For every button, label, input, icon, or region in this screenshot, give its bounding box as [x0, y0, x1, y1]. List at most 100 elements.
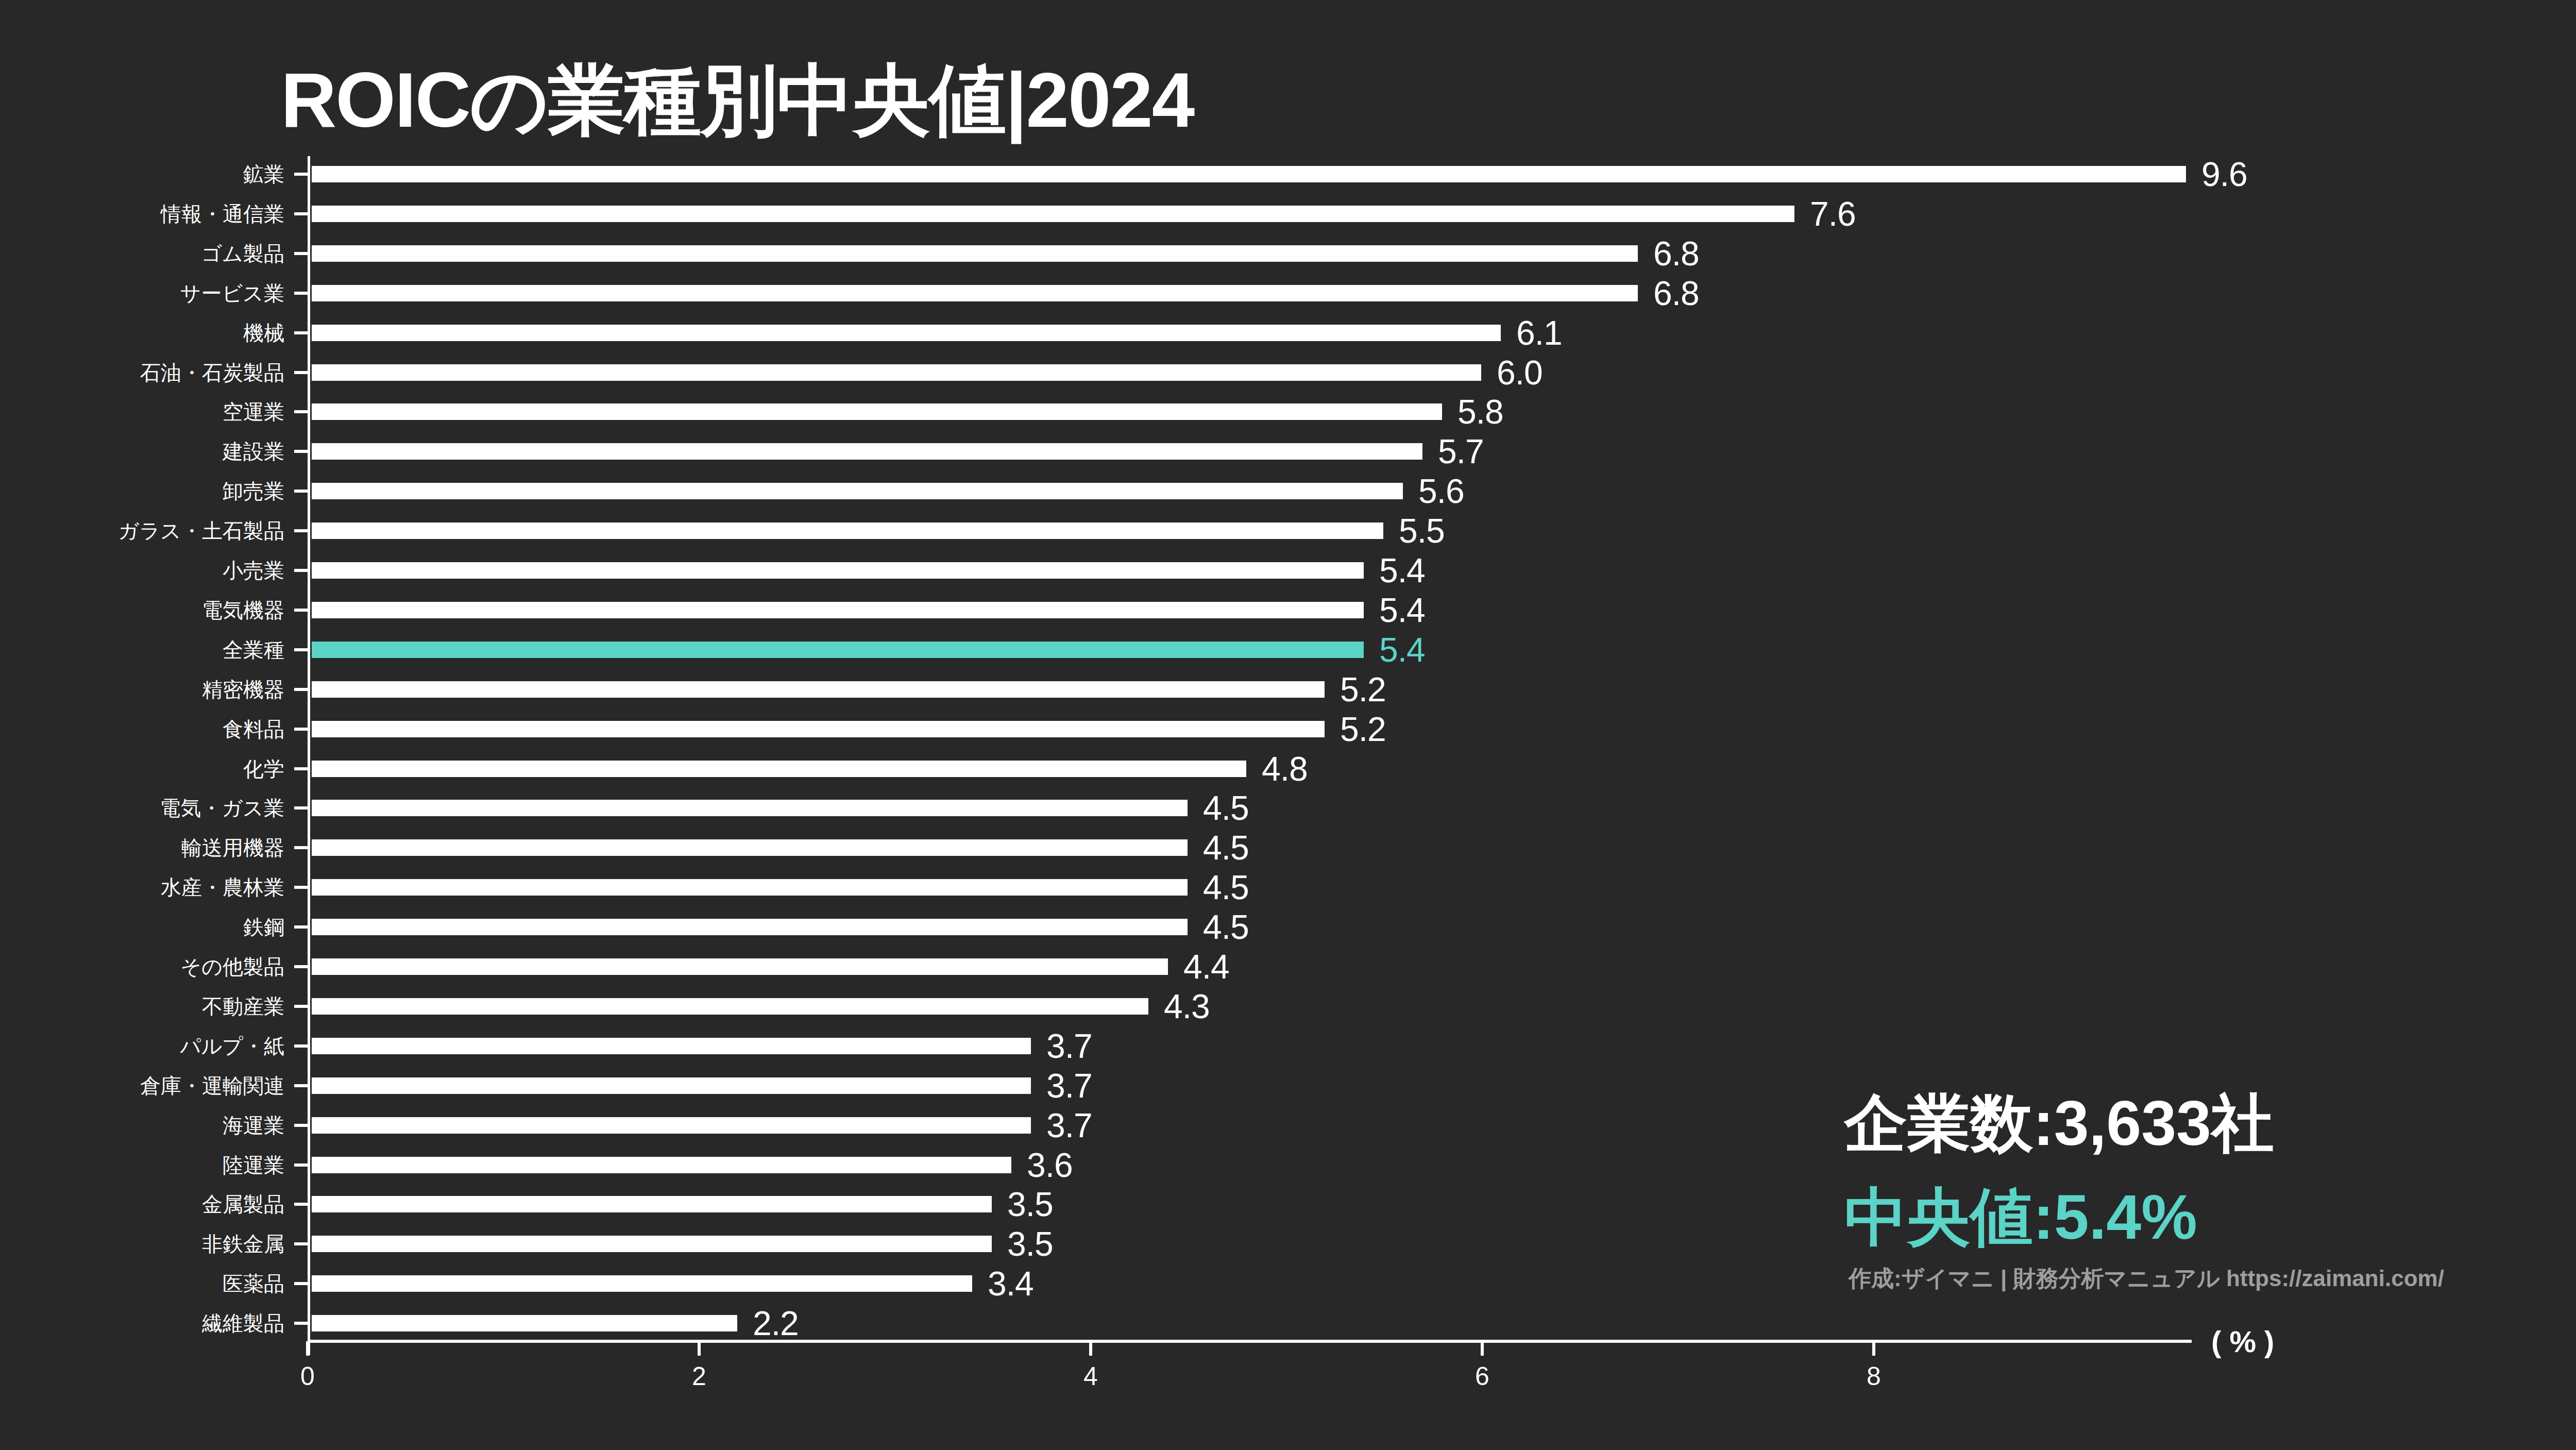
- value-label: 6.8: [1653, 276, 1699, 310]
- bar: [312, 522, 1383, 539]
- bar-highlight: [312, 642, 1364, 658]
- category-label: 繊維製品: [202, 1309, 284, 1338]
- category-label: 建設業: [223, 437, 284, 466]
- value-label: 4.5: [1203, 791, 1249, 825]
- y-axis-tick: [294, 1044, 308, 1048]
- value-label: 6.0: [1497, 356, 1543, 390]
- category-label: 情報・通信業: [161, 199, 284, 228]
- y-axis-tick: [294, 767, 308, 770]
- x-axis-tick: [1089, 1341, 1092, 1356]
- y-axis-tick: [294, 925, 308, 929]
- value-label: 4.5: [1203, 910, 1249, 944]
- y-axis-tick: [294, 846, 308, 849]
- y-axis-line: [308, 156, 310, 1355]
- y-axis-tick: [294, 1084, 308, 1087]
- value-label: 4.4: [1183, 950, 1229, 984]
- value-label: 3.7: [1046, 1029, 1092, 1063]
- category-label: 化学: [243, 754, 284, 783]
- y-axis-tick: [294, 965, 308, 968]
- bar: [312, 1196, 992, 1212]
- value-label: 4.5: [1203, 831, 1249, 865]
- bar: [312, 1157, 1011, 1173]
- category-label: 輸送用機器: [181, 833, 284, 862]
- credit-attribution: 作成:ザイマニ | 財務分析マニュアル https://zaimani.com/: [1849, 1263, 2444, 1294]
- bar: [312, 998, 1148, 1015]
- y-axis-tick: [294, 1242, 308, 1245]
- bar: [312, 919, 1188, 935]
- y-axis-tick: [294, 886, 308, 889]
- y-axis-tick: [294, 529, 308, 532]
- value-label: 3.5: [1007, 1187, 1053, 1221]
- category-label: 金属製品: [202, 1190, 284, 1219]
- x-axis-tick: [1481, 1341, 1484, 1356]
- y-axis-tick: [294, 252, 308, 255]
- y-axis-tick: [294, 371, 308, 374]
- bar: [312, 206, 1794, 222]
- category-label: 電気・ガス業: [160, 794, 284, 822]
- x-axis-tick: [1872, 1341, 1875, 1356]
- category-label: 空運業: [223, 397, 284, 426]
- y-axis-tick: [294, 1203, 308, 1206]
- value-label: 7.6: [1810, 197, 1856, 231]
- value-label: 5.6: [1418, 474, 1464, 508]
- y-axis-tick: [294, 1282, 308, 1285]
- value-label: 5.4: [1379, 633, 1425, 667]
- bar: [312, 800, 1188, 816]
- bar: [312, 958, 1168, 975]
- y-axis-tick: [294, 450, 308, 453]
- bar: [312, 1038, 1031, 1054]
- y-axis-tick: [294, 609, 308, 612]
- value-label: 6.8: [1653, 237, 1699, 271]
- category-label: 電気機器: [202, 596, 284, 625]
- bar: [312, 443, 1422, 460]
- value-label: 5.4: [1379, 553, 1425, 587]
- bar: [312, 285, 1638, 301]
- x-axis-tick-label: 8: [1843, 1361, 1905, 1391]
- value-label: 4.5: [1203, 870, 1249, 904]
- category-label: 鉱業: [243, 160, 284, 189]
- bar: [312, 245, 1638, 262]
- bar: [312, 364, 1481, 381]
- x-axis-tick: [698, 1341, 701, 1356]
- category-label: 全業種: [223, 635, 284, 664]
- bar: [312, 1315, 737, 1331]
- value-label: 3.6: [1027, 1148, 1073, 1182]
- category-label: 不動産業: [202, 992, 284, 1021]
- category-label: サービス業: [180, 279, 284, 308]
- category-label: 食料品: [223, 715, 284, 744]
- bar: [312, 325, 1501, 341]
- category-label: 海運業: [223, 1111, 284, 1140]
- category-label: その他製品: [180, 952, 284, 981]
- category-label: 水産・農林業: [161, 873, 284, 902]
- bar: [312, 879, 1188, 896]
- bar: [312, 403, 1442, 420]
- category-label: 鉄鋼: [243, 913, 284, 941]
- bar: [312, 1117, 1031, 1134]
- y-axis-tick: [294, 212, 308, 215]
- value-label: 9.6: [2201, 157, 2247, 191]
- stats-company-count: 企業数:3,633社: [1844, 1082, 2274, 1167]
- value-label: 5.2: [1340, 712, 1386, 746]
- value-label: 5.7: [1438, 434, 1484, 468]
- chart-title: ROICの業種別中央値|2024: [281, 49, 1194, 154]
- value-label: 4.3: [1164, 989, 1210, 1023]
- bar: [312, 1275, 972, 1292]
- y-axis-tick: [294, 806, 308, 810]
- bar: [312, 839, 1188, 856]
- y-axis-tick: [294, 1124, 308, 1127]
- value-label: 3.4: [988, 1267, 1033, 1301]
- category-label: ゴム製品: [201, 239, 284, 268]
- stats-median-value: 中央値:5.4%: [1844, 1176, 2197, 1260]
- value-label: 5.2: [1340, 672, 1386, 706]
- bar: [312, 761, 1246, 777]
- y-axis-tick: [294, 1164, 308, 1167]
- category-label: 石油・石炭製品: [140, 358, 284, 387]
- x-axis-tick-label: 2: [668, 1361, 730, 1391]
- y-axis-tick: [294, 1005, 308, 1008]
- bar: [312, 602, 1364, 618]
- bar: [312, 562, 1364, 579]
- bar: [312, 166, 2186, 182]
- y-axis-tick: [294, 569, 308, 572]
- category-label: パルプ・紙: [180, 1032, 284, 1060]
- bar: [312, 1077, 1031, 1094]
